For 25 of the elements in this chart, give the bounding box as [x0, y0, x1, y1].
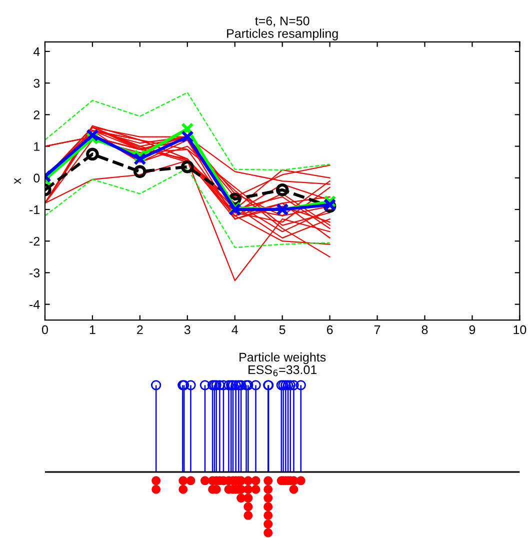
x-tick-label: 8 [422, 325, 428, 334]
x-tick-label: 2 [137, 325, 143, 334]
y-tick-label: 1 [34, 142, 40, 151]
chart-title: t=6, N=50 [255, 16, 310, 27]
x-tick-label: 7 [374, 325, 380, 334]
x-tick-label: 4 [232, 325, 238, 334]
y-axis-title: x [14, 178, 21, 184]
chart-subtitle: Particles resampling [227, 28, 338, 40]
y-tick-label: 0 [34, 174, 40, 183]
x-tick-label: 10 [514, 325, 526, 334]
x-tick-label: 1 [90, 325, 96, 334]
x-tick-label: 0 [42, 325, 48, 334]
y-tick-label: -3 [30, 268, 40, 278]
x-tick-label: 5 [279, 325, 286, 334]
chart-title: Particle weights [240, 352, 326, 364]
chart-subtitle: ESS$_{6}$=33.01 [248, 365, 317, 376]
x-tick-label: 9 [469, 325, 476, 334]
y-tick-label: -2 [30, 236, 40, 246]
y-tick-label: 2 [34, 110, 40, 120]
y-tick-label: -4 [30, 300, 40, 309]
x-tick-label: 3 [184, 325, 190, 334]
y-tick-label: 4 [33, 47, 40, 56]
y-tick-label: -1 [30, 205, 40, 214]
x-tick-label: 6 [326, 325, 333, 334]
y-tick-label: 3 [34, 78, 40, 88]
